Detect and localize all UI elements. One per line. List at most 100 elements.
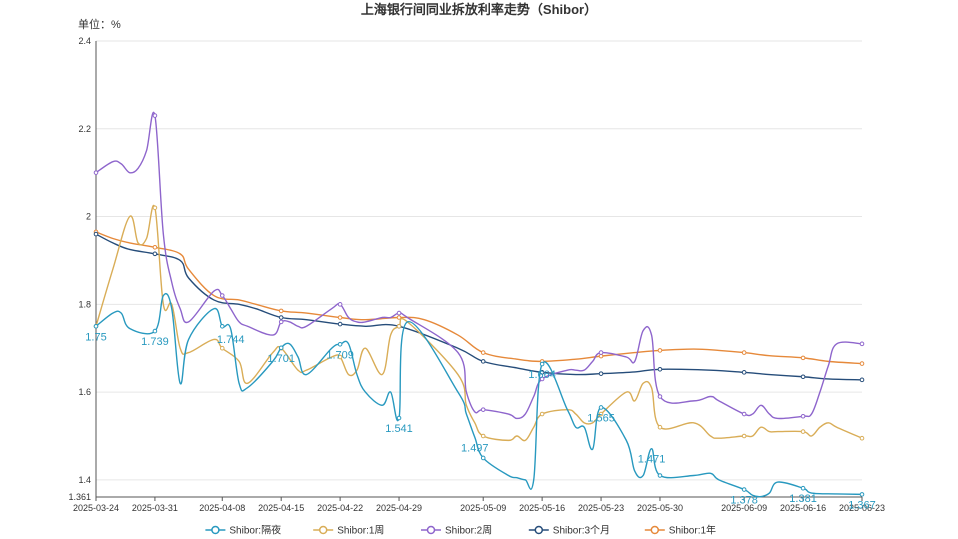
legend-item[interactable]: Shibor:2周 (421, 525, 492, 537)
legend-label: Shibor:2周 (445, 525, 492, 537)
legend-label: Shibor:隔夜 (229, 524, 281, 537)
data-label: 1.75 (85, 331, 106, 343)
data-point (278, 319, 284, 325)
x-tick-label: 2025-05-16 (519, 503, 565, 513)
data-point (337, 341, 343, 347)
data-point (859, 435, 865, 441)
data-point (396, 323, 402, 329)
data-point (657, 473, 663, 478)
x-tick-label: 2025-04-22 (317, 503, 363, 513)
y-tick-label: 1.8 (78, 299, 91, 309)
y-tick-label: 1.361 (68, 492, 91, 502)
series-line (95, 231, 863, 365)
data-label: 1.367 (848, 499, 876, 511)
unit-label: 单位：% (78, 17, 121, 31)
series-Shibor:隔夜 (93, 292, 865, 498)
data-point (396, 415, 402, 421)
data-label: 1.664 (528, 369, 556, 381)
legend-marker (211, 525, 220, 535)
data-label: 1.471 (638, 454, 666, 466)
data-point (152, 205, 158, 211)
series-Shibor:2周 (93, 111, 865, 420)
data-point (539, 411, 545, 417)
data-point (480, 359, 486, 364)
data-point (800, 355, 806, 361)
data-point (657, 394, 663, 399)
data-point (598, 350, 604, 355)
chart-title: 上海银行间同业拆放利率走势（Shibor） (361, 2, 597, 17)
data-point (480, 433, 486, 439)
data-point (598, 411, 604, 417)
data-point (337, 315, 343, 320)
data-point (152, 244, 158, 250)
data-point (337, 302, 343, 307)
data-point (741, 411, 747, 417)
legend-marker (426, 525, 436, 535)
series-Shibor:1周 (93, 204, 865, 442)
data-point (396, 315, 402, 320)
data-label: 1.744 (217, 334, 245, 346)
x-tick-label: 2025-05-09 (460, 503, 506, 513)
x-tick-label: 2025-03-24 (73, 503, 119, 513)
data-label: 1.541 (385, 423, 413, 435)
data-point (219, 345, 225, 351)
x-tick-label: 2025-04-15 (258, 503, 304, 513)
x-tick-label: 2025-06-09 (721, 503, 767, 513)
data-point (480, 455, 486, 461)
legend[interactable]: Shibor:隔夜 Shibor:1周 Shibor:2周 Shibor:3个月 Shi… (205, 524, 716, 537)
legend-label: Shibor:3个月 (553, 525, 610, 537)
data-point (741, 350, 747, 355)
data-point (278, 308, 284, 314)
legend-marker (318, 525, 328, 535)
legend-item[interactable]: Shibor:1周 (313, 525, 384, 537)
data-label: 1.378 (730, 495, 758, 507)
legend-label: Shibor:1周 (337, 525, 384, 537)
legend-marker (534, 525, 544, 535)
data-point (93, 323, 99, 329)
legend-marker (650, 525, 660, 535)
data-point (800, 374, 806, 380)
x-tick-label: 2025-06-16 (780, 503, 826, 513)
data-label: 1.497 (461, 442, 489, 454)
legend-label: Shibor:1年 (669, 524, 716, 537)
series-line (95, 292, 863, 498)
data-point (800, 485, 806, 491)
data-point (657, 424, 663, 430)
x-tick-label: 2025-04-29 (376, 503, 422, 513)
y-tick-label: 2.2 (78, 124, 91, 134)
data-point (859, 377, 865, 383)
data-point (657, 348, 663, 353)
legend-item[interactable]: Shibor:3个月 (528, 525, 610, 537)
data-label: 1.701 (267, 353, 295, 365)
data-point (337, 321, 343, 327)
data-point (800, 429, 806, 434)
data-point (337, 354, 343, 360)
series-Shibor:3个月 (93, 231, 865, 383)
data-label: 1.739 (141, 336, 169, 348)
y-tick-label: 2.4 (78, 36, 91, 46)
y-tick-label: 1.6 (78, 387, 91, 397)
x-tick-label: 2025-06-23 (839, 503, 885, 513)
data-point (800, 413, 806, 419)
legend-item[interactable]: Shibor:隔夜 (205, 524, 281, 537)
data-point (152, 328, 158, 334)
series-line (95, 111, 863, 420)
data-point (741, 487, 747, 492)
data-point (219, 293, 225, 298)
data-point (539, 361, 545, 367)
x-tick-label: 2025-04-08 (199, 503, 245, 513)
data-point (598, 405, 604, 410)
data-point (93, 231, 99, 237)
series-line (95, 233, 863, 381)
x-tick-label: 2025-05-23 (578, 503, 624, 513)
data-point (859, 341, 865, 347)
data-point (152, 113, 158, 118)
legend-item[interactable]: Shibor:1年 (644, 524, 716, 537)
data-point (152, 251, 158, 257)
y-tick-label: 2 (86, 212, 91, 222)
data-point (741, 433, 747, 439)
x-tick-label: 2025-03-31 (132, 503, 178, 513)
data-point (859, 492, 865, 497)
